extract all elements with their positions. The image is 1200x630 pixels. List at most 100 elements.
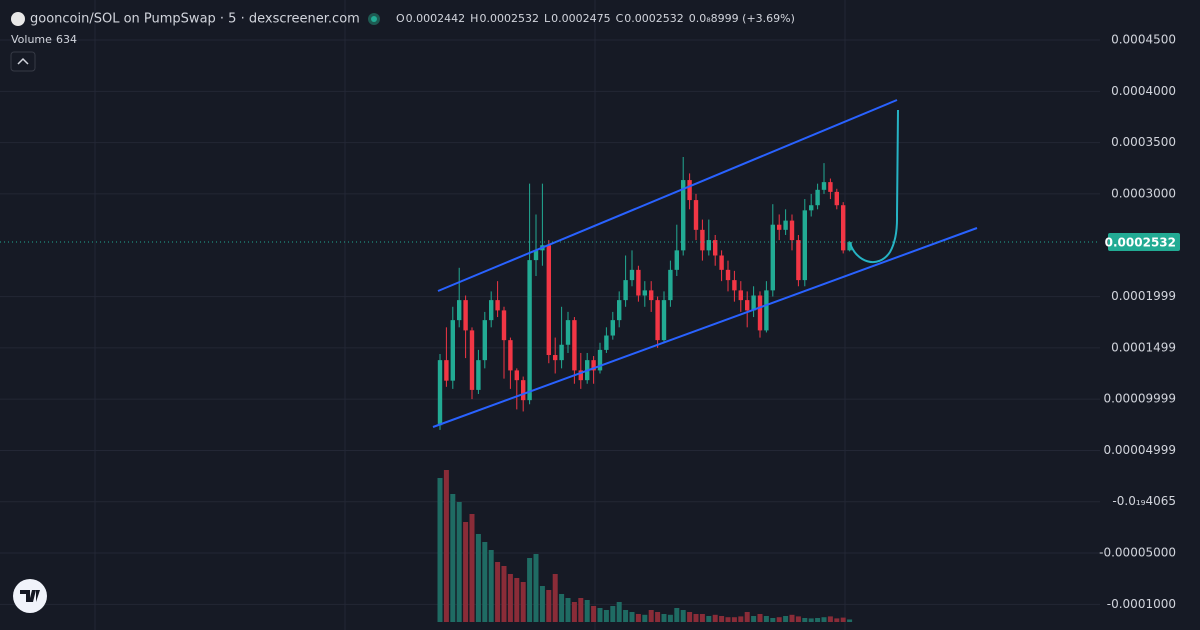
y-tick-label: -0.00005000 — [1099, 546, 1176, 560]
volume-bar — [488, 550, 494, 622]
candle-body — [706, 240, 711, 251]
volume-bar — [565, 598, 571, 622]
volume-bar — [802, 618, 808, 622]
candle-body — [559, 344, 564, 361]
candle-body — [629, 269, 635, 281]
volume-bar — [450, 494, 456, 622]
volume-bar — [507, 574, 513, 622]
drawn-curve — [849, 109, 899, 263]
volume-bar — [789, 614, 795, 622]
channel-upper — [437, 99, 898, 292]
y-tick-label: -0.0001000 — [1107, 597, 1176, 611]
volume-bar — [616, 602, 622, 622]
volume-bar — [623, 610, 629, 622]
y-tick-label: 0.0001499 — [1111, 340, 1176, 354]
candle-body — [623, 280, 628, 301]
ohlc-value: 0.0002532 — [479, 12, 539, 25]
ohlc-key: H — [470, 12, 478, 25]
volume-bar — [783, 616, 789, 622]
volume-bar — [763, 616, 769, 622]
volume-bar — [757, 614, 763, 622]
y-tick-label: 0.0001999 — [1111, 289, 1176, 303]
candle-body — [450, 320, 455, 381]
ohlc-change: 0.0₈8999 (+3.69%) — [689, 12, 795, 25]
vertical-grid — [94, 0, 846, 630]
volume-bar — [578, 598, 584, 622]
volume-bar — [738, 616, 744, 622]
volume-bar — [821, 617, 827, 622]
collapse-button[interactable] — [10, 51, 36, 72]
token-icon — [11, 12, 25, 26]
volume-bar — [469, 514, 475, 622]
candle-body — [572, 320, 577, 371]
volume-bar — [443, 470, 449, 622]
volume-bar — [834, 618, 840, 622]
candle-body — [597, 349, 603, 371]
candle-body — [501, 310, 507, 341]
candle-body — [834, 191, 839, 206]
volume-bar — [437, 478, 443, 622]
volume-bar — [661, 614, 667, 622]
volume-bar — [719, 616, 725, 622]
candle-body — [578, 370, 583, 381]
volume-bar — [610, 606, 616, 622]
volume-label: Volume — [11, 33, 52, 46]
volume-bar — [847, 619, 853, 622]
candle-body — [617, 300, 622, 321]
volume-bar — [731, 617, 737, 622]
candle-body — [821, 182, 827, 190]
candle-body — [508, 340, 513, 371]
candle-body — [636, 269, 641, 296]
y-tick-label: -0.0₁₉4065 — [1112, 494, 1176, 508]
candle-body — [751, 295, 756, 311]
candle-body — [649, 290, 654, 301]
candle-body — [674, 250, 679, 270]
volume-bar — [642, 614, 648, 622]
candle-body — [591, 360, 596, 371]
candle-body — [777, 224, 782, 230]
price-axis: 0.0004500 0.0004000 0.0003500 0.0003000 0.00… — [0, 33, 1180, 611]
y-tick-label: 0.00009999 — [1103, 392, 1176, 406]
candle-body — [713, 240, 718, 256]
volume-bar — [514, 578, 520, 622]
candle-body — [764, 290, 769, 331]
candle-body — [828, 182, 833, 192]
candle-body — [604, 335, 609, 350]
collapse-icon — [17, 57, 29, 65]
volume-bar — [680, 610, 686, 622]
candle-body — [757, 295, 763, 331]
ohlc-value: 0.0002442 — [406, 12, 466, 25]
candle-body — [725, 269, 731, 281]
status-dot — [371, 16, 377, 22]
candle-body — [533, 250, 539, 261]
candle-body — [796, 240, 801, 281]
candle-body — [527, 260, 532, 401]
candle-body — [642, 290, 647, 296]
volume-bar — [699, 614, 705, 622]
volume-bar — [827, 616, 833, 622]
candle-body — [661, 300, 667, 341]
volume-bar — [770, 618, 776, 622]
volume-bar — [456, 502, 462, 622]
volume-bar — [693, 614, 699, 622]
candle-body — [738, 290, 743, 301]
y-tick-label: 0.0004000 — [1111, 84, 1176, 98]
candle-body — [789, 220, 795, 241]
volume-bar — [840, 617, 846, 622]
volume-bar — [751, 616, 757, 622]
candle-body — [809, 205, 814, 211]
volume-bar — [687, 612, 693, 622]
ohlc-key: L — [544, 12, 551, 25]
candle-body — [745, 300, 750, 311]
candle-body — [732, 280, 737, 291]
last-price-box — [1108, 232, 1180, 251]
candle-body — [700, 229, 705, 251]
grid — [0, 39, 1100, 605]
volume-bar — [584, 600, 590, 622]
volume-bar — [667, 614, 673, 622]
candle-body — [437, 360, 443, 426]
volume-bar — [629, 612, 635, 622]
